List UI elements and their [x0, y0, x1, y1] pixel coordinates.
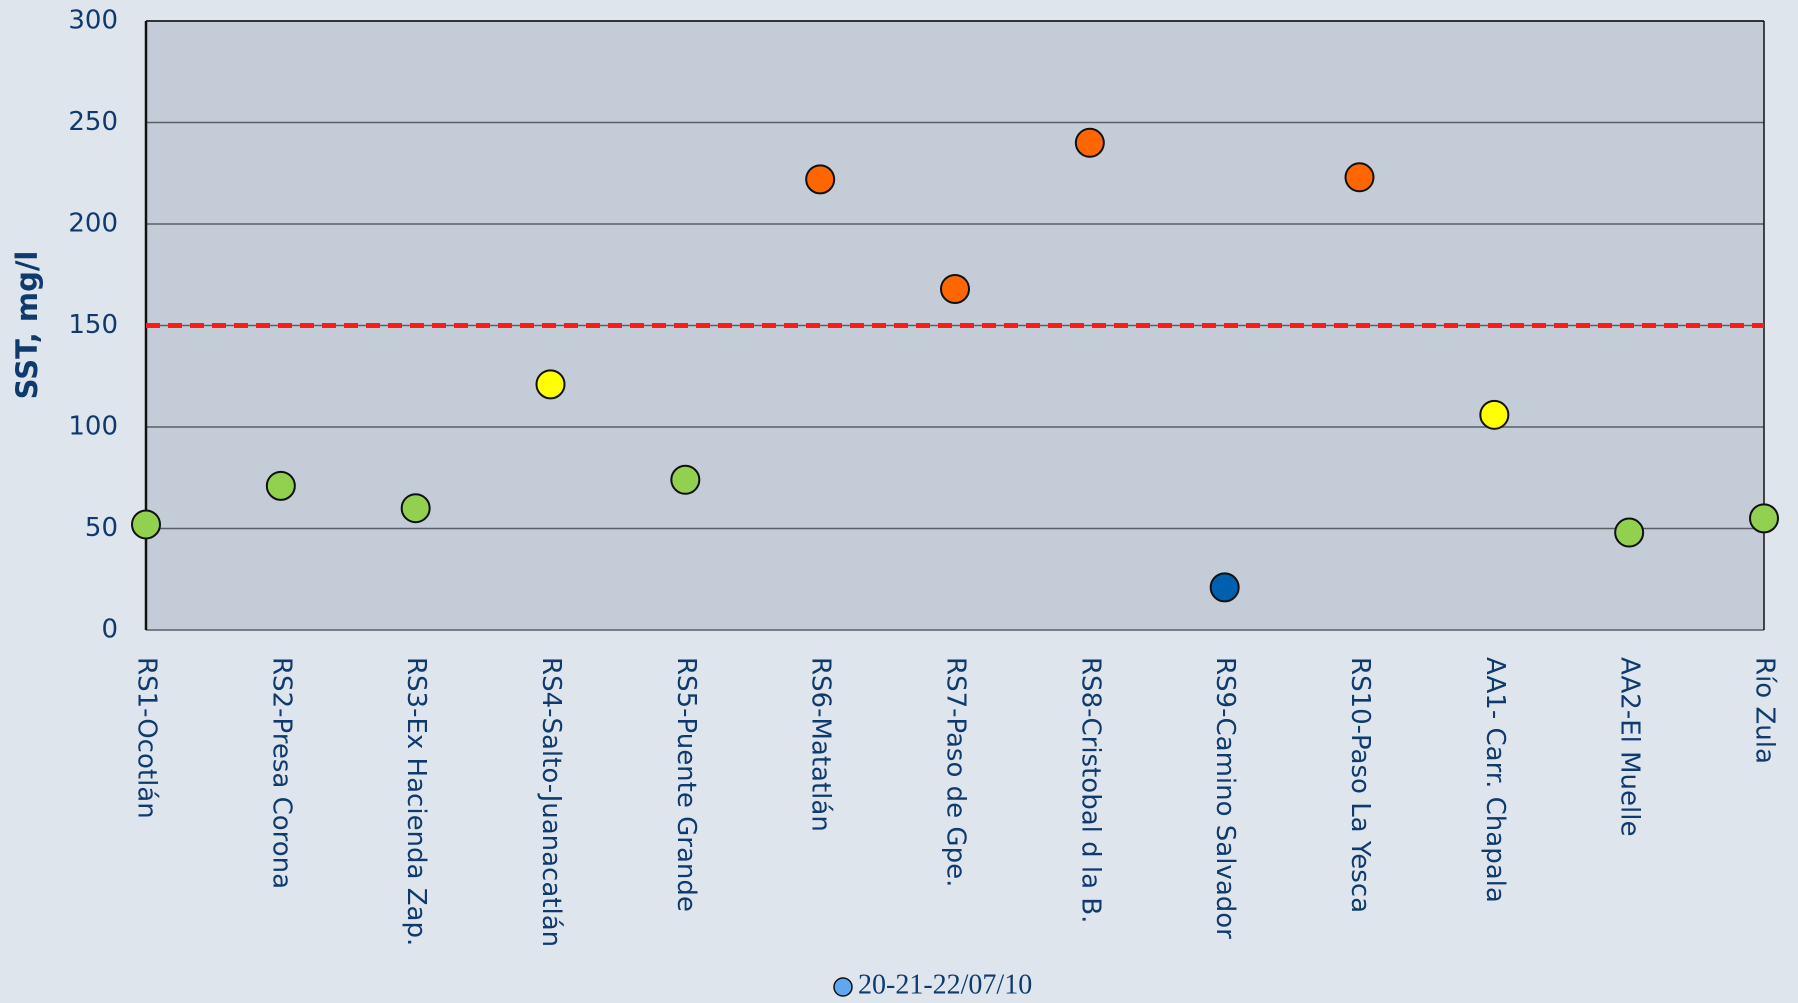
x-tick-label: RS10-Paso La Yesca	[1345, 657, 1375, 913]
data-point	[1074, 127, 1105, 158]
data-point	[535, 369, 566, 400]
x-tick-label: RS5-Puente Grande	[671, 657, 701, 912]
y-tick-label: 100	[68, 412, 118, 442]
x-tick-label: RS3-Ex Hacienda Zap.	[401, 657, 431, 946]
x-tick-label: Río Zula	[1750, 657, 1780, 764]
y-tick-label: 250	[68, 107, 118, 137]
y-tick-label: 50	[85, 513, 118, 543]
legend-marker	[833, 977, 853, 997]
data-point	[1614, 517, 1645, 548]
y-tick-label: 200	[68, 209, 118, 239]
data-point	[805, 164, 836, 195]
y-tick-label: 150	[68, 310, 118, 340]
data-point	[940, 273, 970, 304]
legend-label: 20-21-22/07/10	[858, 969, 1032, 1000]
x-tick-label: RS1-Ocotlán	[132, 657, 162, 819]
x-tick-label: RS6-Matatlán	[806, 657, 836, 832]
x-tick-label: RS7-Paso de Gpe.	[941, 657, 971, 887]
x-tick-label: AA2-El Muelle	[1615, 657, 1645, 837]
data-point	[1479, 399, 1510, 430]
data-point	[1749, 503, 1779, 534]
data-point	[1209, 572, 1240, 603]
x-tick-label: AA1- Carr. Chapala	[1480, 657, 1510, 903]
data-point	[265, 470, 296, 501]
y-tick-label: 300	[68, 6, 118, 36]
data-point	[400, 493, 431, 524]
y-axis-label: SST, mg/l	[10, 251, 44, 400]
y-tick-label: 0	[101, 615, 118, 645]
x-tick-label: RS8-Cristobal d la B.	[1075, 657, 1105, 923]
data-point	[1344, 162, 1375, 193]
data-point	[131, 509, 161, 540]
x-tick-label: RS9-Camino Salvador	[1210, 657, 1240, 939]
x-tick-label: RS4-Salto-Juanacatlán	[536, 657, 566, 947]
x-tick-label: RS2-Presa Corona	[266, 657, 296, 889]
data-point	[670, 464, 701, 495]
